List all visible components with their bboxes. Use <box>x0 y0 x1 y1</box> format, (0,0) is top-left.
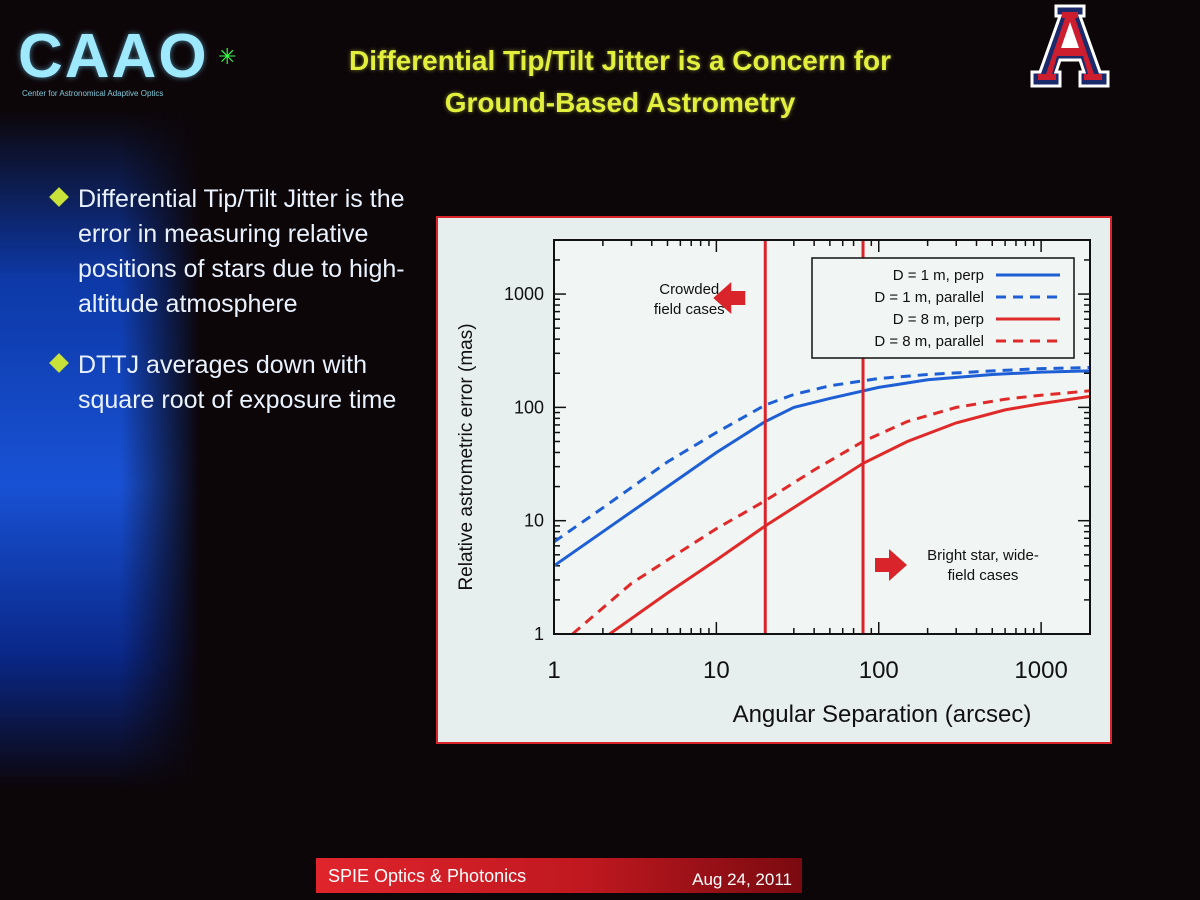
bullet-text: DTTJ averages down with square root of e… <box>78 351 396 414</box>
y-tick-label: 1 <box>534 624 544 644</box>
y-tick-label: 100 <box>514 397 544 417</box>
y-tick-label: 1000 <box>504 284 544 304</box>
caao-logo-subtitle: Center for Astronomical Adaptive Optics <box>22 89 163 98</box>
caao-logo: CAAO Center for Astronomical Adaptive Op… <box>18 26 233 104</box>
y-axis-label: Relative astrometric error (mas) <box>456 323 477 590</box>
x-tick-label: 100 <box>859 657 899 684</box>
footer-conference: SPIE Optics & Photonics <box>328 866 526 887</box>
bullet-item: DTTJ averages down with square root of e… <box>44 348 424 418</box>
legend-label: D = 1 m, perp <box>893 267 984 284</box>
diamond-bullet-icon <box>49 187 69 207</box>
legend-label: D = 1 m, parallel <box>874 289 984 306</box>
annotation-text: field cases <box>948 567 1019 584</box>
chart-frame: 1 10 100 1000 1 10 100 1000 Angular Separation (… <box>436 216 1112 744</box>
annotation-text: Bright star, wide- <box>927 547 1039 564</box>
footer-date: Aug 24, 2011 <box>692 870 792 890</box>
slide-title-line1: Differential Tip/Tilt Jitter is a Concer… <box>280 40 960 82</box>
footer-bar: SPIE Optics & Photonics Aug 24, 2011 <box>316 858 802 893</box>
x-axis-label: Angular Separation (arcsec) <box>733 701 1032 728</box>
y-tick-label: 10 <box>524 511 544 531</box>
bullet-item: Differential Tip/Tilt Jitter is the erro… <box>44 182 424 322</box>
astrometry-chart: 1 10 100 1000 1 10 100 1000 Angular Separation (… <box>438 218 1110 742</box>
x-tick-label: 10 <box>703 657 730 684</box>
legend-label: D = 8 m, parallel <box>874 333 984 350</box>
x-tick-label: 1000 <box>1014 657 1067 684</box>
slide-title: Differential Tip/Tilt Jitter is a Concer… <box>280 40 960 124</box>
caao-logo-text: CAAO <box>18 26 209 88</box>
bullet-list: Differential Tip/Tilt Jitter is the erro… <box>44 182 424 444</box>
diamond-bullet-icon <box>49 353 69 373</box>
annotation-text: field cases <box>654 301 725 318</box>
university-logo <box>1022 2 1118 90</box>
star-icon: ✳ <box>218 44 236 70</box>
bullet-text: Differential Tip/Tilt Jitter is the erro… <box>78 185 405 318</box>
legend-label: D = 8 m, perp <box>893 311 984 328</box>
slide-title-line2: Ground-Based Astrometry <box>280 82 960 124</box>
x-tick-label: 1 <box>547 657 560 684</box>
annotation-text: Crowded <box>659 281 719 298</box>
